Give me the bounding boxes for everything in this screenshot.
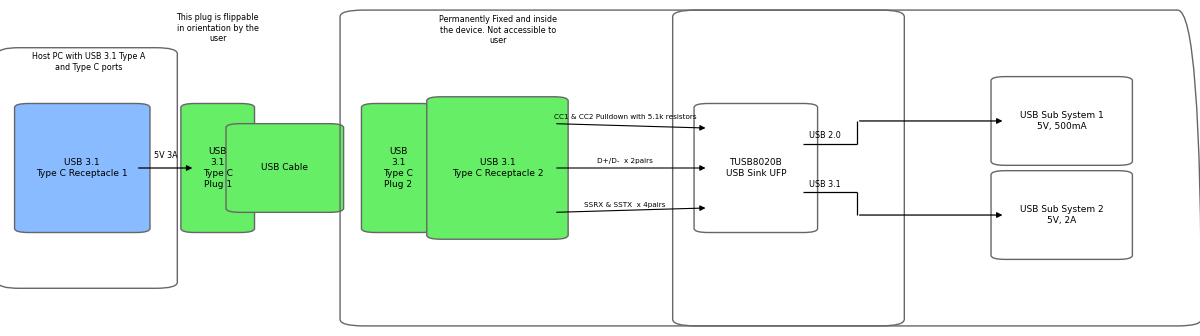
- Text: CC1 & CC2 Pulldown with 5.1k resistors: CC1 & CC2 Pulldown with 5.1k resistors: [554, 114, 696, 120]
- Text: This plug is flippable
in orientation by the
user: This plug is flippable in orientation by…: [176, 13, 259, 43]
- Text: USB
3.1
Type C
Plug 1: USB 3.1 Type C Plug 1: [203, 147, 233, 189]
- Text: USB
3.1
Type C
Plug 2: USB 3.1 Type C Plug 2: [383, 147, 413, 189]
- Text: USB 2.0: USB 2.0: [809, 131, 841, 140]
- Text: USB 3.1
Type C Receptacle 2: USB 3.1 Type C Receptacle 2: [451, 158, 544, 178]
- Text: USB 3.1: USB 3.1: [809, 180, 841, 189]
- FancyBboxPatch shape: [361, 103, 436, 233]
- FancyBboxPatch shape: [991, 77, 1133, 165]
- FancyBboxPatch shape: [14, 103, 150, 233]
- Text: 5V 3A: 5V 3A: [154, 151, 178, 160]
- Text: D+/D-  x 2pairs: D+/D- x 2pairs: [598, 158, 653, 164]
- Text: USB 3.1
Type C Receptacle 1: USB 3.1 Type C Receptacle 1: [36, 158, 128, 178]
- FancyBboxPatch shape: [226, 124, 343, 212]
- Text: TUSB8020B
USB Sink UFP: TUSB8020B USB Sink UFP: [726, 158, 786, 178]
- FancyBboxPatch shape: [991, 171, 1133, 259]
- FancyBboxPatch shape: [181, 103, 254, 233]
- FancyBboxPatch shape: [0, 48, 178, 288]
- FancyBboxPatch shape: [427, 97, 568, 239]
- Text: USB Sub System 2
5V, 2A: USB Sub System 2 5V, 2A: [1020, 205, 1104, 225]
- FancyBboxPatch shape: [694, 103, 817, 233]
- Text: USB Sub System 1
5V, 500mA: USB Sub System 1 5V, 500mA: [1020, 111, 1104, 131]
- Text: SSRX & SSTX  x 4pairs: SSRX & SSTX x 4pairs: [584, 202, 666, 208]
- Text: Host PC with USB 3.1 Type A
and Type C ports: Host PC with USB 3.1 Type A and Type C p…: [31, 52, 145, 72]
- Text: USB Cable: USB Cable: [262, 164, 308, 172]
- Text: Permanently Fixed and inside
the device. Not accessible to
user: Permanently Fixed and inside the device.…: [439, 15, 557, 45]
